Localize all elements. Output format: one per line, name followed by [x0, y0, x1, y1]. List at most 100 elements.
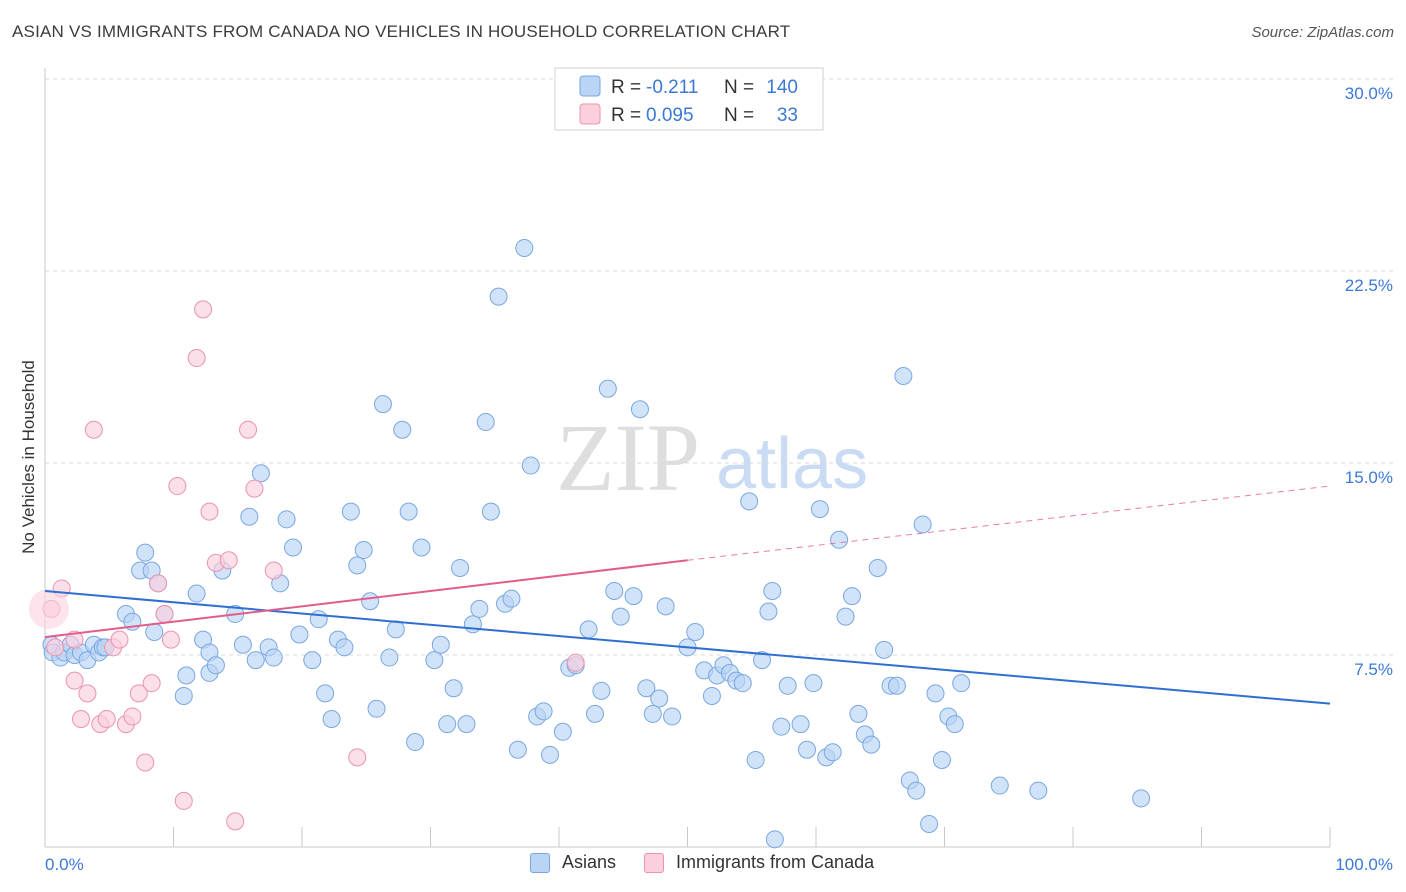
data-point — [136, 753, 155, 772]
data-point — [226, 812, 245, 831]
data-point — [810, 500, 829, 519]
data-point — [322, 710, 341, 728]
bottom-legend: Asians Immigrants from Canada — [530, 852, 902, 873]
data-point — [290, 625, 309, 644]
stats-r-label: R = — [611, 77, 641, 98]
data-point — [502, 589, 521, 608]
data-point — [515, 238, 534, 257]
stats-n-label: N = — [724, 77, 754, 98]
data-point — [71, 710, 90, 728]
data-point — [753, 651, 772, 670]
trendline-immigrants-canada — [44, 559, 688, 639]
trendline-immigrants-canada-extension — [687, 485, 1331, 561]
data-point — [65, 630, 84, 649]
data-point — [740, 492, 759, 511]
x-tick-label-max: 100.0% — [1335, 855, 1393, 874]
data-point — [624, 587, 643, 606]
data-point — [920, 814, 939, 833]
data-point — [348, 556, 367, 575]
data-point — [849, 704, 868, 723]
data-point — [97, 710, 116, 728]
data-point — [444, 679, 463, 698]
data-point — [431, 635, 450, 654]
data-point — [239, 420, 258, 439]
data-point — [161, 630, 180, 649]
data-point — [489, 287, 508, 306]
data-point — [481, 502, 500, 521]
data-point — [438, 715, 457, 734]
data-point — [798, 740, 817, 759]
stats-r-label: R = — [611, 105, 641, 126]
data-point — [245, 479, 264, 498]
data-point — [219, 551, 238, 570]
stats-n-label: N = — [724, 105, 754, 126]
data-point — [611, 607, 630, 626]
data-point — [284, 538, 303, 557]
data-point — [386, 620, 405, 639]
data-point — [605, 582, 624, 600]
data-point — [187, 584, 206, 603]
data-point — [913, 515, 932, 534]
legend-item-immigrants-canada[interactable]: Immigrants from Canada — [644, 852, 874, 873]
data-point — [277, 510, 296, 529]
data-point — [348, 748, 367, 767]
watermark-zip: ZIP — [556, 404, 700, 511]
data-point — [303, 651, 322, 670]
data-point — [990, 776, 1009, 795]
data-point — [142, 674, 161, 693]
data-point — [251, 464, 270, 483]
data-point — [194, 300, 213, 319]
data-point — [110, 630, 129, 649]
y-tick-label: 7.5% — [1354, 660, 1393, 679]
legend-label-immigrants-canada: Immigrants from Canada — [676, 852, 875, 872]
data-point — [187, 349, 206, 368]
data-point — [763, 582, 782, 600]
data-point — [1132, 789, 1151, 808]
data-point — [585, 704, 604, 723]
data-point — [200, 502, 219, 521]
data-point — [406, 733, 425, 752]
chart-title: ASIAN VS IMMIGRANTS FROM CANADA NO VEHIC… — [12, 22, 791, 41]
legend-swatch-asians — [530, 852, 550, 873]
data-point — [174, 791, 193, 810]
data-point — [354, 541, 373, 560]
data-point — [476, 413, 495, 432]
data-point — [702, 686, 721, 705]
data-point — [765, 830, 784, 849]
data-point — [145, 622, 164, 641]
data-point — [778, 676, 797, 695]
data-point — [457, 715, 476, 734]
stats-r-value: 0.095 — [646, 105, 694, 126]
data-point — [643, 704, 662, 723]
data-point — [945, 715, 964, 734]
data-point — [521, 456, 540, 475]
stats-r-value: -0.211 — [646, 77, 698, 98]
data-point — [592, 681, 611, 700]
data-point — [862, 735, 881, 754]
data-point — [264, 561, 283, 580]
stats-legend-swatch — [579, 103, 601, 125]
y-tick-label: 15.0% — [1345, 468, 1393, 487]
data-point — [240, 507, 259, 526]
data-point — [823, 743, 842, 762]
data-point-large — [28, 588, 69, 629]
data-point — [46, 638, 65, 657]
data-point — [907, 781, 926, 800]
y-tick-label: 30.0% — [1345, 84, 1393, 103]
watermark-atlas: atlas — [716, 424, 868, 504]
data-point — [463, 615, 482, 634]
data-point — [804, 674, 823, 693]
stats-legend-swatch — [579, 75, 601, 97]
data-point — [637, 679, 656, 698]
data-point — [393, 420, 412, 439]
data-point — [508, 740, 527, 759]
data-point — [168, 477, 187, 496]
data-point — [630, 400, 649, 419]
data-point — [425, 651, 444, 670]
data-point — [836, 607, 855, 626]
data-point — [650, 689, 669, 708]
stats-n-value: 33 — [777, 105, 798, 126]
legend-item-asians[interactable]: Asians — [530, 852, 616, 873]
data-point — [1029, 781, 1048, 800]
data-point — [541, 745, 560, 764]
